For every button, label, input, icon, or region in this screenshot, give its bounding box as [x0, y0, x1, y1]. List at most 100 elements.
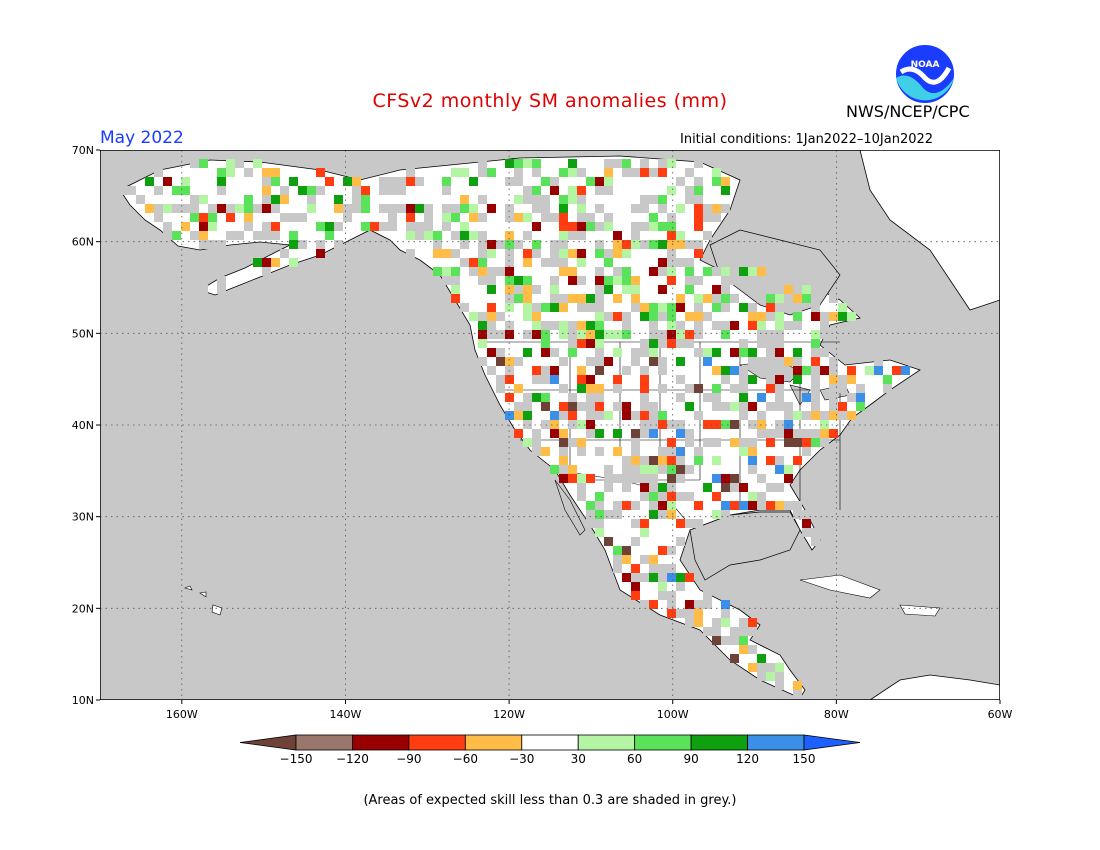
anomaly-cell — [784, 411, 793, 420]
anomaly-cell — [775, 663, 784, 672]
anomaly-cell — [811, 330, 820, 339]
anomaly-cell — [532, 429, 541, 438]
anomaly-cell — [559, 294, 568, 303]
anomaly-cell — [496, 384, 505, 393]
anomaly-cell — [712, 294, 721, 303]
anomaly-cell — [559, 231, 568, 240]
anomaly-cell — [784, 402, 793, 411]
anomaly-cell — [577, 438, 586, 447]
anomaly-cell — [793, 510, 802, 519]
anomaly-cell — [757, 312, 766, 321]
anomaly-cell — [838, 312, 847, 321]
anomaly-cell — [487, 348, 496, 357]
anomaly-cell — [190, 159, 199, 168]
anomaly-cell — [712, 348, 721, 357]
anomaly-cell — [559, 357, 568, 366]
anomaly-cell — [694, 600, 703, 609]
anomaly-cell — [505, 330, 514, 339]
anomaly-cell — [559, 303, 568, 312]
anomaly-cell — [649, 510, 658, 519]
anomaly-cell — [181, 186, 190, 195]
anomaly-cell — [523, 348, 532, 357]
anomaly-cell — [415, 177, 424, 186]
anomaly-cell — [568, 465, 577, 474]
anomaly-cell — [757, 429, 766, 438]
anomaly-cell — [811, 312, 820, 321]
anomaly-cell — [163, 177, 172, 186]
anomaly-cell — [568, 195, 577, 204]
anomaly-cell — [379, 177, 388, 186]
anomaly-cell — [622, 501, 631, 510]
anomaly-cell — [532, 204, 541, 213]
anomaly-cell — [523, 402, 532, 411]
anomaly-cell — [604, 474, 613, 483]
anomaly-cell — [235, 204, 244, 213]
anomaly-cell — [667, 231, 676, 240]
anomaly-cell — [721, 294, 730, 303]
anomaly-cell — [595, 186, 604, 195]
anomaly-cell — [676, 420, 685, 429]
anomaly-cell — [559, 222, 568, 231]
anomaly-cell — [757, 501, 766, 510]
anomaly-cell — [685, 276, 694, 285]
anomaly-cell — [559, 249, 568, 258]
anomaly-cell — [541, 420, 550, 429]
anomaly-cell — [199, 240, 208, 249]
anomaly-cell — [199, 285, 208, 294]
anomaly-cell — [739, 411, 748, 420]
anomaly-cell — [802, 510, 811, 519]
anomaly-cell — [577, 303, 586, 312]
anomaly-cell — [199, 222, 208, 231]
anomaly-cell — [244, 204, 253, 213]
anomaly-cell — [658, 483, 667, 492]
anomaly-cell — [694, 276, 703, 285]
anomaly-cell — [280, 195, 289, 204]
anomaly-cell — [505, 204, 514, 213]
anomaly-cell — [694, 204, 703, 213]
anomaly-cell — [667, 276, 676, 285]
anomaly-cell — [739, 438, 748, 447]
anomaly-cell — [622, 456, 631, 465]
anomaly-cell — [505, 240, 514, 249]
anomaly-cell — [811, 402, 820, 411]
anomaly-cell — [577, 186, 586, 195]
anomaly-cell — [685, 438, 694, 447]
anomaly-cell — [154, 204, 163, 213]
latitude-axis: 70N 60N 50N 40N 30N 20N 10N — [72, 144, 100, 707]
graticule — [100, 150, 1000, 700]
anomaly-cell — [838, 375, 847, 384]
anomaly-cell — [118, 186, 127, 195]
anomaly-cell — [640, 222, 649, 231]
anomaly-cell — [451, 294, 460, 303]
anomaly-cell — [622, 168, 631, 177]
anomaly-cell — [478, 321, 487, 330]
anomaly-cell — [820, 438, 829, 447]
anomaly-cell — [649, 267, 658, 276]
anomaly-cell — [568, 186, 577, 195]
anomaly-cell — [451, 285, 460, 294]
anomaly-cell — [640, 159, 649, 168]
anomaly-cell — [649, 303, 658, 312]
anomaly-cell — [208, 204, 217, 213]
anomaly-cell — [649, 429, 658, 438]
anomaly-cell — [505, 177, 514, 186]
anomaly-cell — [649, 492, 658, 501]
anomaly-cell — [631, 456, 640, 465]
anomaly-cell — [640, 519, 649, 528]
anomaly-cell — [298, 213, 307, 222]
anomaly-cell — [568, 267, 577, 276]
anomaly-cell — [640, 555, 649, 564]
anomaly-cell — [586, 357, 595, 366]
anomaly-cell — [829, 375, 838, 384]
anomaly-cell — [658, 573, 667, 582]
anomaly-cell — [550, 348, 559, 357]
anomaly-cell — [568, 222, 577, 231]
anomaly-cell — [586, 411, 595, 420]
anomaly-cell — [352, 195, 361, 204]
anomaly-cell — [451, 168, 460, 177]
anomaly-cell — [829, 312, 838, 321]
anomaly-cell — [829, 411, 838, 420]
anomaly-cell — [613, 474, 622, 483]
anomaly-cell — [793, 429, 802, 438]
anomaly-cell — [442, 213, 451, 222]
